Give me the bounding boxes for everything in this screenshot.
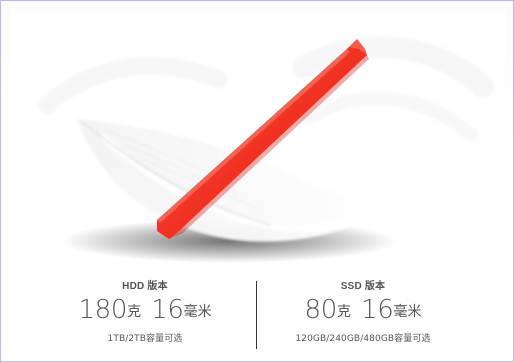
hdd-thickness-value: 16: [151, 295, 184, 325]
red-drive-on-feather-illustration: [9, 9, 505, 267]
hdd-capacity: 1TB/2TB容量可选: [107, 334, 183, 344]
hdd-thickness-unit: 毫米: [183, 304, 212, 320]
hdd-weight-unit: 克: [127, 304, 142, 320]
ssd-spec: SSD 版本 80克 16毫米 120GB/240GB/480GB容量可选: [263, 277, 463, 344]
hdd-spec: HDD 版本 180克 16毫米 1TB/2TB容量可选: [45, 277, 245, 344]
ssd-thickness-value: 16: [361, 295, 394, 325]
hdd-weight-value: 180: [78, 295, 128, 325]
hero-image: [9, 9, 505, 267]
hdd-metrics: 180克 16毫米: [45, 296, 245, 327]
version-specs: HDD 版本 180克 16毫米 1TB/2TB容量可选 SSD 版本 80克 16…: [1, 267, 513, 361]
hdd-version-label: HDD 版本: [122, 281, 168, 292]
spec-divider: [256, 281, 257, 349]
ssd-capacity: 120GB/240GB/480GB容量可选: [295, 334, 431, 344]
ssd-version-label: SSD 版本: [340, 281, 386, 292]
ssd-metrics: 80克 16毫米: [263, 296, 463, 327]
ssd-weight-unit: 克: [337, 304, 351, 320]
ssd-thickness-unit: 毫米: [393, 304, 422, 320]
ssd-weight-value: 80: [304, 295, 338, 325]
